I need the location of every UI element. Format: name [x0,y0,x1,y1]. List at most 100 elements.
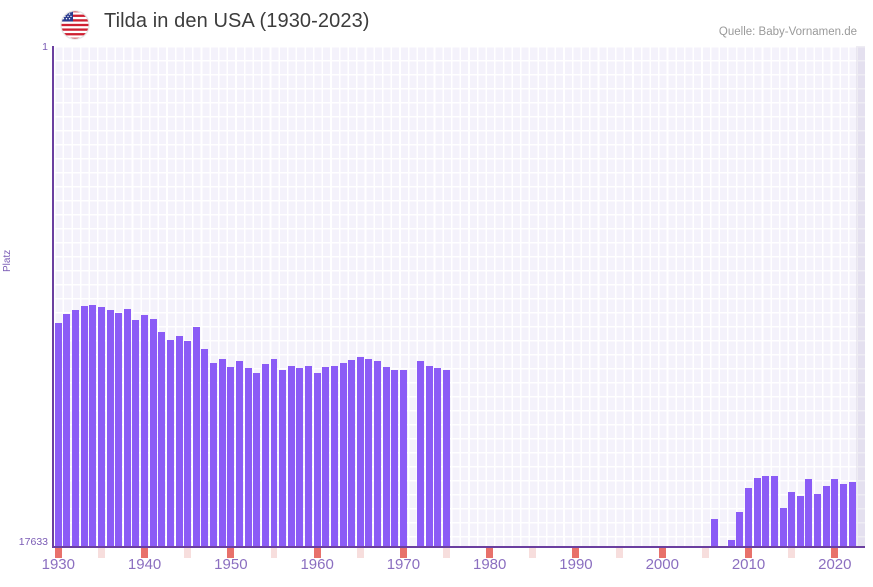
x-tick-marker-1970 [399,548,407,558]
bar-2018[interactable] [814,493,822,547]
bar-1950[interactable] [227,367,235,547]
bar-1966[interactable] [365,358,373,547]
x-tick-marker-2015 [788,548,796,558]
bar-1933[interactable] [80,305,88,547]
x-tick-marker-1930 [54,548,62,558]
x-tick-marker-1990 [572,548,580,558]
x-axis-tick-2000: 2000 [645,556,679,573]
bar-1944[interactable] [175,335,183,547]
bar-1930[interactable] [54,323,62,547]
x-tick-marker-2020 [831,548,839,558]
bar-1943[interactable] [166,340,174,547]
bar-1969[interactable] [391,369,399,547]
bar-1942[interactable] [158,331,166,547]
bar-2014[interactable] [779,507,787,547]
x-tick-marker-1960 [313,548,321,558]
bar-2016[interactable] [796,496,804,547]
bar-1974[interactable] [434,368,442,547]
chart-header: Tilda in den USA (1930-2023) Quelle: Bab… [0,0,873,46]
bar-1953[interactable] [253,372,261,547]
x-tick-marker-1955 [270,548,278,558]
x-axis-tick-1980: 1980 [473,556,507,573]
bar-1962[interactable] [330,365,338,547]
bar-2012[interactable] [762,476,770,547]
bar-1973[interactable] [425,365,433,547]
bar-1948[interactable] [210,362,218,547]
bar-1940[interactable] [141,315,149,547]
bar-1956[interactable] [279,369,287,547]
bar-2008[interactable] [727,540,735,547]
x-tick-marker-2005 [701,548,709,558]
bar-2015[interactable] [788,492,796,547]
x-tick-marker-1935 [97,548,105,558]
bar-1975[interactable] [443,369,451,547]
bar-series [54,46,865,547]
bar-2020[interactable] [831,479,839,547]
bar-1949[interactable] [218,358,226,547]
x-tick-marker-1945 [184,548,192,558]
bar-1946[interactable] [192,327,200,547]
bar-1932[interactable] [72,310,80,547]
y-axis-line [52,46,54,547]
bar-1955[interactable] [270,358,278,547]
x-tick-marker-1980 [486,548,494,558]
bar-1967[interactable] [374,361,382,547]
bar-1935[interactable] [97,306,105,547]
page-title: Tilda in den USA (1930-2023) [104,10,370,32]
bar-1938[interactable] [123,308,131,547]
bar-2017[interactable] [805,479,813,547]
bar-2021[interactable] [839,483,847,547]
bar-2010[interactable] [745,487,752,547]
x-axis-tick-1970: 1970 [386,556,421,573]
bar-1958[interactable] [296,368,304,547]
bar-1951[interactable] [236,361,243,547]
bar-1972[interactable] [417,361,425,547]
bar-1936[interactable] [106,309,114,547]
bar-1947[interactable] [201,348,209,547]
y-axis-tick-bottom: 17633 [18,536,48,548]
bar-1934[interactable] [89,305,97,547]
bar-2009[interactable] [736,511,744,547]
bar-1964[interactable] [348,359,356,547]
x-axis-tick-1930: 1930 [41,556,75,573]
us-flag-icon [60,10,90,40]
bar-2013[interactable] [770,476,778,547]
y-axis-tick-top: 1 [42,41,48,53]
no-data-shaded-region [856,46,865,547]
x-axis-tick-1940: 1940 [127,556,162,573]
x-axis-tick-1950: 1950 [214,556,248,573]
bar-1952[interactable] [244,368,252,547]
bar-1937[interactable] [115,313,123,547]
bar-1957[interactable] [287,365,295,547]
bar-1954[interactable] [261,364,269,547]
bar-1961[interactable] [322,367,330,547]
x-tick-marker-2000 [658,548,666,558]
x-axis-tick-1990: 1990 [559,556,593,573]
bar-1960[interactable] [313,372,321,547]
bar-1945[interactable] [184,341,192,547]
bar-2022[interactable] [848,482,856,547]
bar-1939[interactable] [132,320,140,547]
x-axis-tick-markers [54,548,865,558]
bar-1970[interactable] [399,369,407,547]
x-tick-marker-1985 [529,548,537,558]
x-tick-marker-1950 [227,548,235,558]
bar-1931[interactable] [63,314,71,547]
bar-1968[interactable] [382,367,390,547]
bar-1941[interactable] [149,319,157,547]
bar-1963[interactable] [339,362,347,547]
x-axis-tick-1960: 1960 [300,556,334,573]
x-axis-tick-2020: 2020 [818,556,852,573]
bar-1965[interactable] [356,357,364,547]
bar-1959[interactable] [305,365,312,547]
bar-2011[interactable] [753,477,761,547]
bar-2006[interactable] [710,519,718,547]
x-tick-marker-1995 [615,548,623,558]
bar-2019[interactable] [822,486,830,547]
x-tick-marker-1940 [141,548,149,558]
x-tick-marker-1965 [356,548,364,558]
x-tick-marker-1975 [443,548,451,558]
source-label: Quelle: Baby-Vornamen.de [718,26,857,38]
x-axis-line [52,546,865,548]
